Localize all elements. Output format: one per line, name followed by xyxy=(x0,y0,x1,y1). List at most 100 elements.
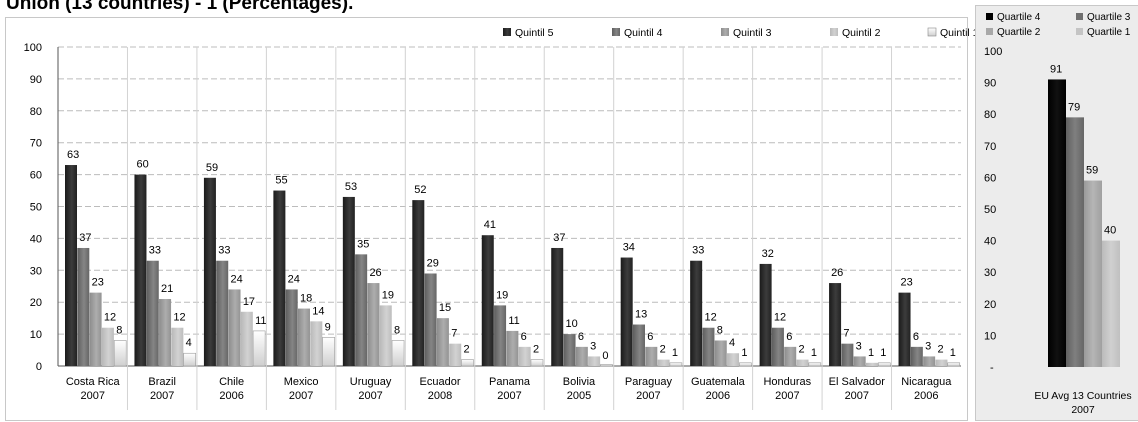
bar-guatemala-2006-quintil-1 xyxy=(739,362,752,367)
bar-chile-2006-quintil-2 xyxy=(240,311,253,366)
data-label: 12 xyxy=(704,312,716,324)
bar-guatemala-2006-quintil-3 xyxy=(714,340,727,366)
bar-ecuador-2008-quintil-2 xyxy=(449,343,462,366)
bar-ecuador-2008-quintil-4 xyxy=(424,273,437,366)
data-label: 1 xyxy=(880,347,886,359)
data-label: 37 xyxy=(79,232,91,244)
x-tick-label-name: Panama xyxy=(489,376,531,388)
bar-uruguay-2007-quintil-5 xyxy=(342,196,355,366)
data-label: 3 xyxy=(590,340,596,352)
quartile-chart-panel: - 10 20 30 40 50 60 70 80 90 100 91 79 59 40 EU Avg 13 … xyxy=(975,5,1138,421)
data-label: 12 xyxy=(774,312,786,324)
data-label: 3 xyxy=(925,340,931,352)
data-label: 91 xyxy=(1050,63,1062,75)
legend-swatch-quintil-1 xyxy=(927,27,937,37)
data-label: 40 xyxy=(1104,225,1116,237)
data-label: 6 xyxy=(578,331,584,343)
bar-honduras-2007-quintil-3 xyxy=(784,346,797,366)
data-label: 11 xyxy=(508,315,519,327)
legend-swatch-quintil-3 xyxy=(721,28,729,36)
x-tick-label-name: Guatemala xyxy=(691,376,746,388)
bar-eu-quartile-4 xyxy=(1048,79,1066,367)
data-label: 21 xyxy=(161,283,173,295)
data-label: 55 xyxy=(275,175,287,187)
data-label: 37 xyxy=(553,232,565,244)
y-tick-label: 80 xyxy=(30,106,42,118)
data-label: 4 xyxy=(186,337,192,349)
data-label: 6 xyxy=(521,331,527,343)
y-tick-label: 50 xyxy=(30,202,42,214)
data-label: 26 xyxy=(369,267,381,279)
bar-mexico-2007-quintil-1 xyxy=(322,336,335,367)
data-label: 41 xyxy=(484,219,496,231)
bar-costa-rica-2007-quintil-3 xyxy=(89,292,102,366)
bar-brazil-2007-quintil-4 xyxy=(146,260,159,366)
x-tick-label-name: Costa Rica xyxy=(66,376,121,388)
y-tick-label: 100 xyxy=(24,42,42,54)
legend-entry: Quintil 4 xyxy=(624,27,663,39)
y-tick-label: 100 xyxy=(984,46,1002,58)
data-label: 32 xyxy=(762,248,774,260)
legend-swatch-quartile-1 xyxy=(1076,28,1083,35)
bar-nicaragua-2006-quintil-3 xyxy=(923,356,936,366)
bar-uruguay-2007-quintil-1 xyxy=(391,340,405,367)
data-label: 13 xyxy=(635,309,647,321)
data-label: 2 xyxy=(799,344,805,356)
legend-entry: Quintil 2 xyxy=(842,27,881,39)
bar-brazil-2007-quintil-3 xyxy=(159,299,172,366)
data-label: 23 xyxy=(92,277,104,289)
bar-panama-2007-quintil-3 xyxy=(506,330,519,366)
y-tick-label: 30 xyxy=(30,265,42,277)
bar-uruguay-2007-quintil-2 xyxy=(379,305,392,366)
data-label: 1 xyxy=(811,347,817,359)
x-tick-label-year: 2006 xyxy=(706,390,730,402)
y-tick-label: 70 xyxy=(984,141,996,153)
bar-uruguay-2007-quintil-4 xyxy=(355,254,368,366)
data-label: 6 xyxy=(786,331,792,343)
bar-bolivia-2005-quintil-5 xyxy=(551,247,564,366)
bar-el-salvador-2007-quintil-3 xyxy=(853,356,866,366)
legend-swatch-quintil-2 xyxy=(830,28,838,36)
data-label: 34 xyxy=(623,242,635,254)
bar-chile-2006-quintil-5 xyxy=(203,177,216,366)
data-label: 6 xyxy=(913,331,919,343)
bar-mexico-2007-quintil-4 xyxy=(285,289,298,366)
bar-nicaragua-2006-quintil-5 xyxy=(898,292,911,366)
x-tick-label-name: Ecuador xyxy=(420,376,461,388)
data-label: 24 xyxy=(231,273,243,285)
data-label: 8 xyxy=(717,324,723,336)
x-tick-label-year: 2006 xyxy=(219,390,243,402)
bar-brazil-2007-quintil-5 xyxy=(134,174,147,366)
bar-nicaragua-2006-quintil-2 xyxy=(935,359,948,366)
data-label: 7 xyxy=(451,328,457,340)
bar-guatemala-2006-quintil-4 xyxy=(702,327,715,366)
bar-mexico-2007-quintil-2 xyxy=(310,321,323,366)
x-tick-label-year: 2008 xyxy=(428,390,452,402)
x-tick-label-year: 2006 xyxy=(914,390,938,402)
bar-honduras-2007-quintil-2 xyxy=(796,359,809,366)
x-tick-label-year: 2007 xyxy=(636,390,660,402)
y-tick-label: 90 xyxy=(30,74,42,86)
x-tick-label-year: 2007 xyxy=(80,390,104,402)
data-label: 33 xyxy=(149,245,161,257)
bar-honduras-2007-quintil-1 xyxy=(808,362,822,367)
data-label: 63 xyxy=(67,149,79,161)
data-label: 12 xyxy=(173,312,185,324)
bar-chile-2006-quintil-3 xyxy=(228,289,241,366)
y-tick-label: - xyxy=(990,362,994,374)
x-tick-label-name: Bolivia xyxy=(563,376,596,388)
data-label: 1 xyxy=(672,347,678,359)
data-label: 9 xyxy=(325,321,331,333)
bar-costa-rica-2007-quintil-1 xyxy=(113,340,127,367)
bar-guatemala-2006-quintil-2 xyxy=(727,353,740,366)
bar-bolivia-2005-quintil-4 xyxy=(563,334,576,366)
x-tick-label-name: Honduras xyxy=(763,376,811,388)
y-tick-label: 30 xyxy=(984,267,996,279)
data-label: 35 xyxy=(357,238,369,250)
x-tick-label-year: 2007 xyxy=(358,390,382,402)
x-tick-label-name: Paraguay xyxy=(625,376,673,388)
legend-entry: Quartile 4 xyxy=(997,12,1041,23)
legend-swatch-quartile-4 xyxy=(986,13,993,20)
y-tick-label: 0 xyxy=(36,361,42,373)
